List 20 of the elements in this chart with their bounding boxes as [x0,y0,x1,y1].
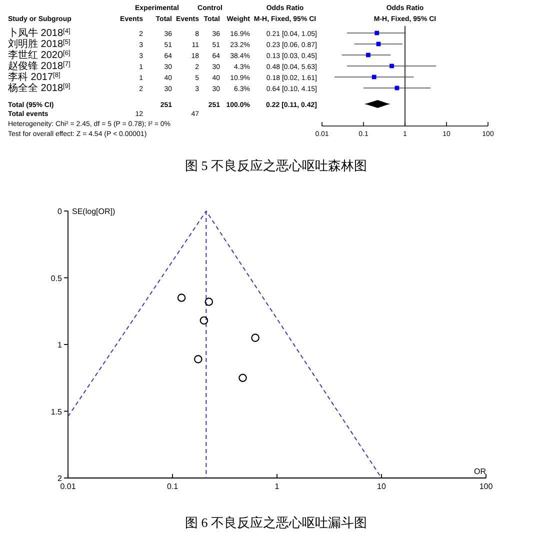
text: 图 5 不良反应之恶心呕吐森林图 [185,158,367,173]
category-label: 杨全全 2018$^{[9]}$ [8,82,70,94]
category-label: 赵俊锋 2018$^{[7]}$ [8,60,70,72]
x-tick-label: 0.01 [60,482,76,491]
category-label: 刘明胜 2018$^{[5]}$ [8,38,70,50]
x-tick-label: 1 [274,482,280,491]
category-label: 卜凤牛 2018$^{[4]}$ [8,28,70,39]
x-tick-label: 100 [479,482,494,491]
x-axis-title: OR [474,467,486,476]
y-axis-title: SE(log[OR]) [72,207,116,216]
x-tick-label: 0.1 [166,482,179,491]
y-tick-label: 1.5 [50,407,63,416]
y-tick-label: 0.5 [50,274,63,283]
x-tick-label: 10 [377,482,386,491]
y-tick-label: 2 [58,474,63,483]
y-tick-label: 0 [58,207,63,216]
text: 图 6 不良反应之恶心呕吐漏斗图 [185,515,367,530]
category-label: 李科 2017$^{[8]}$ [8,72,60,83]
y-tick-label: 1 [58,340,63,350]
category-label: 李世红 2020$^{[6]}$ [8,50,70,61]
